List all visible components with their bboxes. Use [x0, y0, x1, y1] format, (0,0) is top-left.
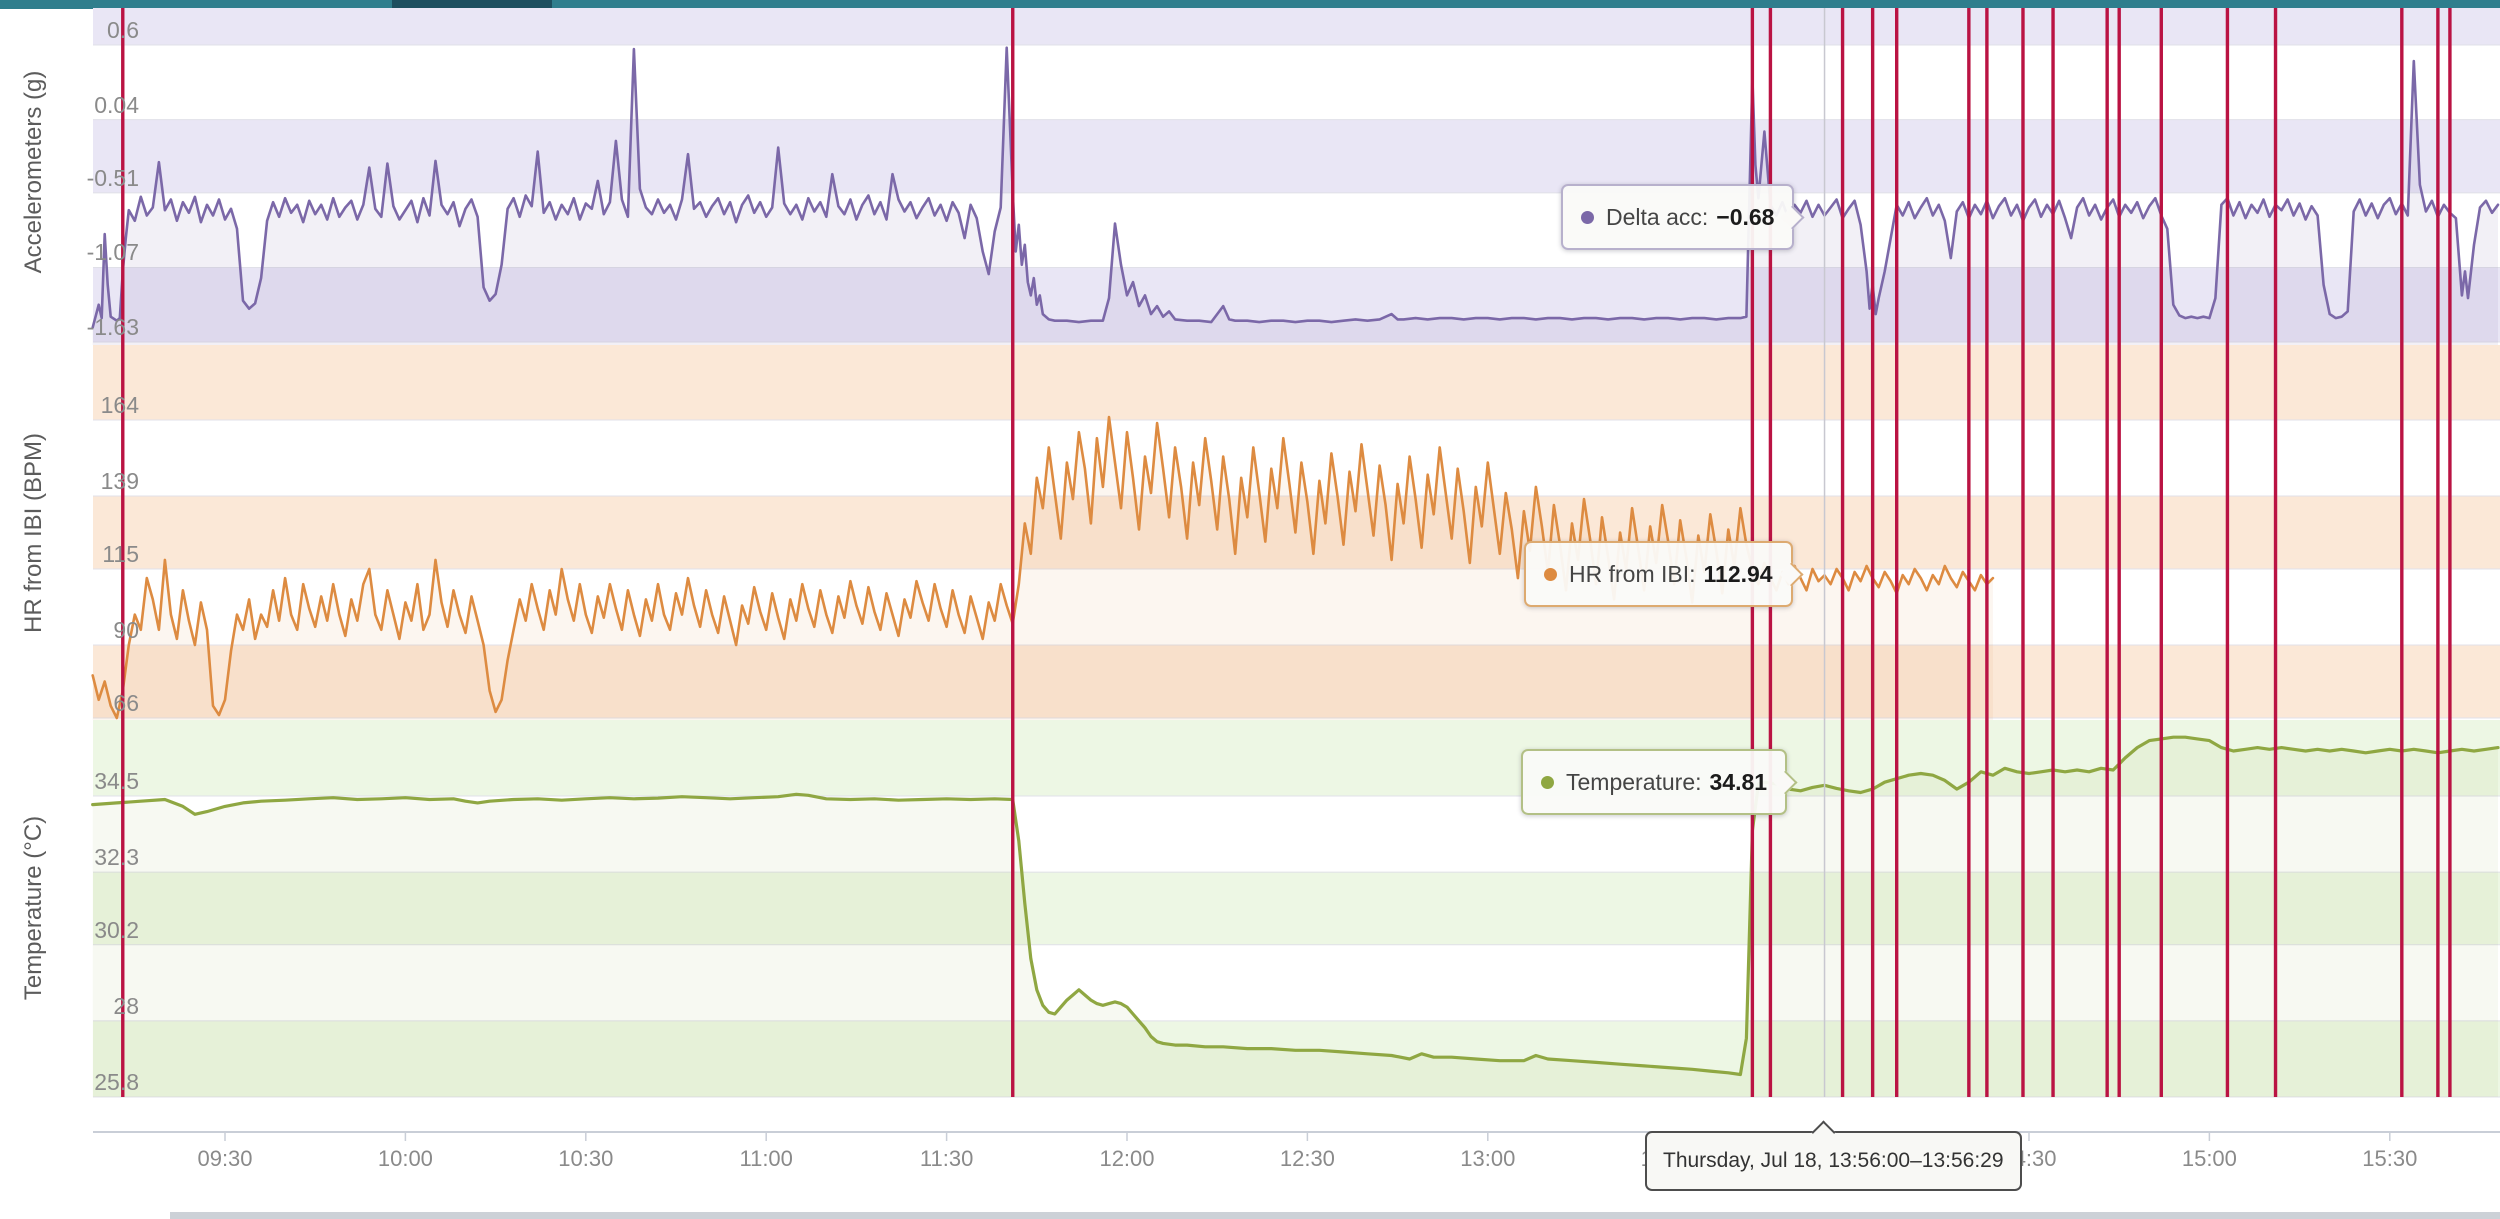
tooltip-delta-acc-label: Delta acc:: [1606, 203, 1709, 230]
tooltip-delta-acc: Delta acc: −0.68: [1561, 184, 1805, 250]
bottom-scrollbar[interactable]: [170, 1212, 2500, 1219]
top-scrollbar-track[interactable]: [0, 0, 2500, 9]
hr_from_ibi-band: [93, 345, 2500, 420]
accelerometers-ytick-label: 0.6: [107, 17, 139, 43]
tooltip-time-range: Thursday, Jul 18, 13:56:00–13:56:29: [1645, 1120, 2022, 1191]
delta-acc-series-dot-icon: [1581, 210, 1594, 224]
x-tick-label: 11:00: [739, 1146, 793, 1171]
x-tick-label: 09:30: [197, 1146, 253, 1171]
hr_from_ibi-ytick-label: 139: [100, 468, 139, 495]
axis-title-hr: HR from IBI (BPM): [20, 432, 47, 634]
hr_from_ibi-ytick-label: 66: [113, 689, 139, 716]
temperature-ytick-label: 30.2: [94, 916, 139, 943]
tooltip-temperature-label: Temperature:: [1566, 768, 1702, 795]
x-tick-label: 10:30: [558, 1146, 614, 1171]
hr_from_ibi-ytick-label: 90: [113, 617, 139, 644]
temperature-ytick-label: 32.3: [94, 844, 139, 871]
temperature-band: [93, 1020, 2500, 1098]
tooltip-hr-value: 112.94: [1703, 560, 1773, 587]
temperature-band: [93, 872, 2500, 945]
accelerometers-band: [93, 267, 2500, 343]
accelerometers-series-line: [91, 46, 2500, 329]
tooltip-hr: HR from IBI: 112.94: [1524, 541, 1804, 607]
tooltip-time-range-text: Thursday, Jul 18, 13:56:00–13:56:29: [1663, 1149, 2004, 1172]
tooltip-delta-acc-value: −0.68: [1716, 203, 1775, 230]
temperature-series-line: [91, 735, 2500, 1077]
accelerometers-ytick-label: -0.51: [86, 164, 139, 191]
accelerometers-band: [93, 8, 2500, 45]
x-tick-label: 12:00: [1099, 1146, 1155, 1171]
tooltip-temperature-value: 34.81: [1709, 768, 1768, 795]
hr_from_ibi-ytick-label: 164: [100, 392, 139, 418]
temperature-band: [93, 720, 2500, 796]
top-scrollbar-thumb[interactable]: [392, 0, 552, 9]
x-tick-label: 15:30: [2362, 1146, 2418, 1171]
temperature-ytick-label: 25.8: [94, 1069, 139, 1096]
temperature-ytick-label: 34.5: [94, 768, 139, 794]
temperature-series-dot-icon: [1541, 775, 1554, 789]
accelerometers-ytick-label: -1.07: [86, 239, 139, 266]
x-tick-label: 11:30: [919, 1146, 974, 1171]
tooltip-hr-label: HR from IBI:: [1569, 560, 1696, 587]
hr_from_ibi-series-area: [92, 417, 1993, 720]
temperature-ytick-label: 28: [113, 992, 139, 1019]
x-tick-label: 13:00: [1460, 1146, 1516, 1171]
accelerometers-ytick-label: 0.04: [94, 91, 139, 118]
tooltip-temperature: Temperature: 34.81: [1521, 749, 1798, 815]
x-tick-label: 10:00: [377, 1146, 433, 1171]
hr-series-dot-icon: [1544, 567, 1557, 581]
x-tick-label: 12:30: [1279, 1146, 1335, 1171]
accelerometers-ytick-label: -1.63: [86, 314, 139, 341]
x-tick-label: 15:00: [2181, 1146, 2237, 1171]
accelerometers-band: [93, 119, 2500, 193]
hr_from_ibi-ytick-label: 115: [102, 540, 139, 567]
